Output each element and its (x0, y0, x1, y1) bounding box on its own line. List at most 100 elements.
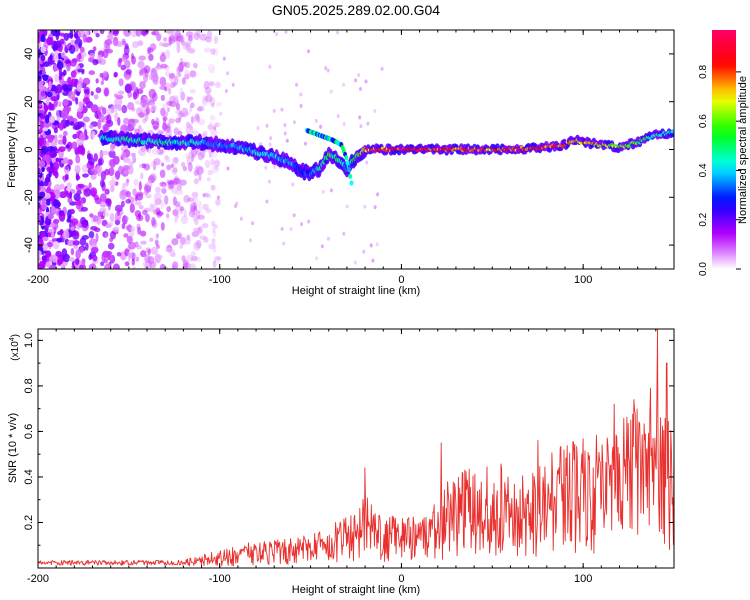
spectrogram-noise-cell (174, 213, 180, 219)
spectrogram-noise-cell (125, 198, 132, 204)
spectrogram-noise-cell (138, 205, 144, 210)
spectrogram-noise-cell (175, 189, 184, 195)
spectrogram-noise-cell (208, 81, 215, 87)
spectrogram-noise-cell (181, 107, 189, 118)
spectrogram-noise-cell (160, 222, 165, 231)
spectrogram-noise-cell (40, 34, 46, 43)
spectrogram-noise-cell (161, 264, 165, 269)
spectrogram-noise-cell (147, 248, 151, 256)
spectrogram-noise-cell (280, 107, 284, 112)
spectrogram-noise-cell (69, 60, 77, 67)
spectrogram-noise-cell (191, 153, 195, 162)
spectrogram-noise-cell (109, 179, 116, 187)
spectrogram-noise-cell (61, 248, 68, 258)
spectrogram-noise-cell (92, 255, 98, 262)
spectrogram-noise-cell (54, 134, 58, 144)
spectrogram-noise-cell (138, 213, 141, 220)
spectrogram-noise-cell (52, 241, 60, 250)
spectrogram-noise-cell (115, 219, 120, 226)
spectrogram-noise-cell (155, 186, 161, 193)
spectrogram-noise-cell (354, 78, 358, 83)
spectrogram-noise-cell (181, 77, 186, 85)
spectrogram-noise-cell (171, 95, 179, 101)
spectrogram-noise-cell (307, 219, 311, 224)
snr-ylabel: SNR (10 * v/v) (7, 413, 19, 483)
spectrogram-noise-cell (99, 193, 107, 202)
spectrogram-noise-cell (80, 46, 85, 54)
spectrogram-noise-cell (46, 91, 53, 98)
spectrogram-noise-cell (353, 260, 357, 265)
spectrogram-noise-cell (214, 122, 219, 128)
spectrogram-noise-cell (38, 42, 41, 50)
spectrogram-noise-cell (156, 211, 164, 216)
spectrogram-noise-cell (150, 74, 159, 82)
snr-series-line (38, 329, 674, 567)
spectrogram-noise-cell (215, 81, 221, 87)
spectrogram-noise-cell (373, 205, 377, 210)
spectrogram-noise-cell (193, 32, 201, 41)
spectrogram-noise-cell (160, 94, 165, 102)
y-tick-label: 1.0 (23, 333, 35, 348)
spectrogram-noise-cell (188, 210, 196, 218)
spectrogram-noise-cell (168, 88, 172, 95)
spectrogram-noise-cell (182, 111, 191, 116)
spectrogram-noise-cell (210, 152, 218, 158)
spectrogram-noise-cell (292, 120, 296, 125)
spectrogram-noise-cell (171, 166, 178, 176)
spectrogram-noise-cell (204, 95, 209, 102)
spectrogram-noise-cell (121, 151, 126, 159)
spectrogram-noise-cell (133, 179, 139, 186)
spectrogram-noise-cell (142, 261, 147, 267)
spectrogram-noise-cell (222, 56, 226, 61)
spectrogram-noise-cell (196, 166, 204, 176)
spectrogram-noise-cell (210, 48, 216, 55)
spectrogram-noise-cell (326, 68, 330, 73)
spectrogram-noise-cell (69, 44, 76, 55)
spectrogram-noise-cell (55, 40, 62, 48)
spectrogram-noise-cell (139, 69, 143, 76)
spectrogram-noise-cell (102, 212, 110, 217)
spectrogram-noise-cell (152, 30, 160, 36)
spectrogram-noise-cell (66, 63, 71, 72)
spectrogram-noise-cell (190, 147, 198, 157)
spectrogram-noise-cell (112, 36, 119, 47)
spectrogram-noise-cell (98, 113, 105, 123)
spectrogram-noise-cell (42, 236, 49, 242)
x-tick-label: -200 (27, 573, 49, 585)
spectrogram-noise-cell (81, 235, 90, 240)
colorbar-label: Normalized spectral amplitude (737, 76, 749, 224)
spectrogram-noise-cell (53, 30, 59, 37)
spectrogram-noise-cell (182, 166, 188, 172)
spectrogram-noise-cell (98, 158, 102, 166)
spectrogram-noise-cell (90, 247, 99, 253)
spectrogram-noise-cell (207, 124, 214, 130)
spectrogram-noise-cell (179, 57, 184, 65)
spectrogram-noise-cell (50, 96, 59, 102)
spectrogram-noise-cell (73, 32, 79, 39)
spectrogram-noise-cell (179, 66, 184, 72)
spectrogram-noise-cell (117, 59, 122, 68)
spectrogram-noise-cell (184, 69, 190, 79)
spectrogram-ridge-cell (349, 180, 354, 186)
spectrogram-noise-cell (268, 179, 271, 184)
spectrogram-noise-cell (155, 233, 159, 239)
spectrogram-noise-cell (265, 123, 269, 128)
spectrogram-noise-cell (45, 250, 52, 258)
spectrogram-noise-cell (82, 33, 87, 43)
spectrogram-noise-cell (292, 213, 296, 218)
spectrogram-noise-cell (176, 182, 182, 192)
spectrogram-noise-cell (72, 240, 80, 246)
spectrogram-noise-cell (38, 255, 41, 261)
spectrogram-noise-cell (100, 179, 105, 188)
spectrogram-noise-cell (299, 92, 303, 97)
spectrogram-noise-cell (199, 235, 207, 240)
spectrogram-noise-cell (93, 227, 101, 233)
spectrogram-noise-cell (89, 213, 94, 218)
spectrogram-noise-cell (188, 149, 197, 159)
spectrogram-noise-cell (47, 228, 55, 233)
spectrogram-noise-cell (212, 243, 217, 253)
spectrogram-noise-cell (213, 126, 217, 131)
spectrogram-noise-cell (197, 205, 203, 214)
spectrogram-noise-cell (175, 117, 182, 124)
spectrogram-noise-cell (171, 157, 179, 165)
